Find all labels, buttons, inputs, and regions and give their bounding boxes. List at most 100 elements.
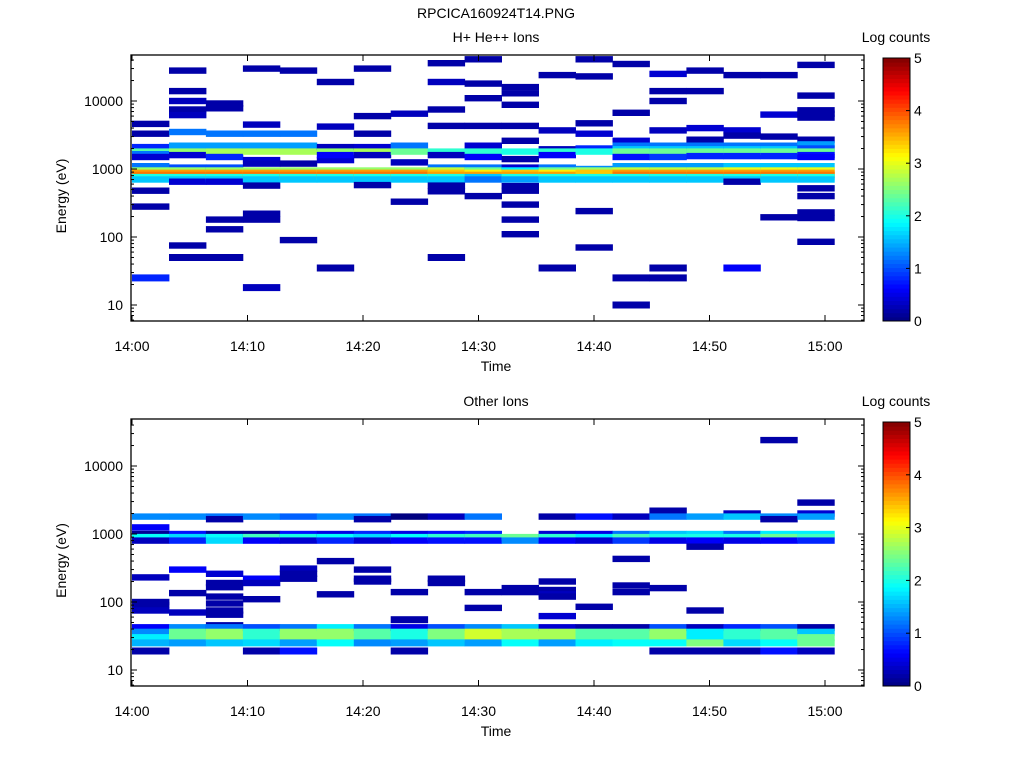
heatmap-cell [686,624,724,632]
heatmap-cell [612,537,650,544]
colorbar-segment [883,115,910,121]
colorbar-tick-label: 1 [914,625,922,641]
heatmap-cell [279,624,318,632]
heatmap-cell [390,176,429,183]
colorbar-segment [883,103,910,108]
colorbar-segment [883,521,910,526]
heatmap-cell [132,639,170,647]
heatmap-cell [501,628,539,636]
heatmap-cell [279,236,318,244]
colorbar-segment [883,292,910,297]
heatmap-cell [760,639,798,647]
heatmap-cell [279,176,318,183]
colorbar-segment [883,160,910,166]
colorbar-segment [883,479,910,485]
heatmap-cell [427,579,466,587]
heatmap-cell [242,216,281,223]
colorbar-segment [883,566,910,572]
x-tick-label: 14:20 [345,703,380,719]
heatmap-cell [205,216,244,223]
colorbar-segment [883,422,910,427]
x-tick-label: 14:50 [692,703,727,719]
heatmap-cell [649,142,687,149]
colorbar-segment [883,591,910,596]
heatmap-cell [575,628,613,636]
colorbar-tick-label: 4 [914,103,922,119]
heatmap-cell [686,639,724,647]
x-tick-label: 14:00 [114,338,149,354]
heatmap-cell [797,185,835,192]
colorbar-segment [883,316,910,322]
heatmap-cell [169,67,207,74]
heatmap-cell [501,90,539,97]
heatmap-cell [575,537,613,544]
heatmap-cell [797,639,835,647]
heatmap-cell [612,588,650,596]
heatmap-cell [686,163,724,170]
colorbar-segment [883,644,910,650]
heatmap-cell [575,513,613,520]
heatmap-cell [205,537,244,544]
heatmap-cell [242,156,281,164]
heatmap-cell [242,176,281,183]
heatmap-cell [501,122,539,130]
heatmap-cell [501,148,539,155]
figure-title: RPCICA160924T14.PNG [417,5,575,21]
x-tick-label: 14:00 [114,703,149,719]
heatmap-cell [242,639,281,647]
colorbar-segment [883,205,910,211]
heatmap-cell [205,254,244,261]
heatmap-cell [279,537,318,544]
heatmap-cell [242,634,281,642]
heatmap-cell [132,203,170,210]
heatmap-cell [760,133,798,140]
heatmap-cell [242,624,281,632]
x-axis-label: Time [481,723,512,739]
heatmap-cell [169,634,207,642]
heatmap-cell [501,201,539,208]
colorbar-segment [883,210,910,215]
heatmap-cell [464,634,502,642]
heatmap-cell [723,71,761,79]
heatmap-cell [538,537,576,544]
heatmap-cell [686,136,724,143]
heatmap-cell [464,639,502,647]
panel-h-he-ions: H+ He++ Ions 14:00 14:10 14:20 14:30 14:40 14… [53,29,930,374]
heatmap-cell [390,616,429,624]
heatmap-cell [132,274,170,282]
heatmap-cell [464,513,502,520]
heatmap-cell [427,60,466,67]
colorbar-segment [883,267,910,273]
heatmap-cell [760,142,798,149]
colorbar-segment [883,533,910,539]
heatmap-cell [316,148,355,155]
heatmap-cell [686,543,724,550]
colorbar-segment [883,201,910,207]
heatmap-cell [242,596,281,603]
heatmap-cell [169,178,207,185]
heatmap-cell [316,634,355,642]
heatmap-cell [353,112,392,120]
heatmap-cell [316,639,355,647]
heatmap-cell [205,624,244,632]
colorbar: 0 1 2 3 4 5 [882,50,922,329]
x-tick-label: 15:00 [807,338,842,354]
heatmap-cell [169,242,207,249]
heatmap-cell [427,176,466,183]
heatmap-cell [169,628,207,636]
heatmap-cell [279,570,318,577]
colorbar-segment [883,263,910,269]
heatmap-cell [316,78,355,86]
heatmap-cell [427,624,466,632]
y-axis-label: Energy (eV) [53,523,69,598]
colorbar-segment [883,525,910,530]
heatmap-cell [205,178,244,185]
heatmap-cell [353,628,392,636]
colorbar-segment [883,148,910,154]
heatmap-cell [242,65,281,72]
heatmap-cell [612,624,650,632]
heatmap-cell [649,533,687,541]
heatmap-cell [390,634,429,642]
heatmap-cell [538,639,576,647]
